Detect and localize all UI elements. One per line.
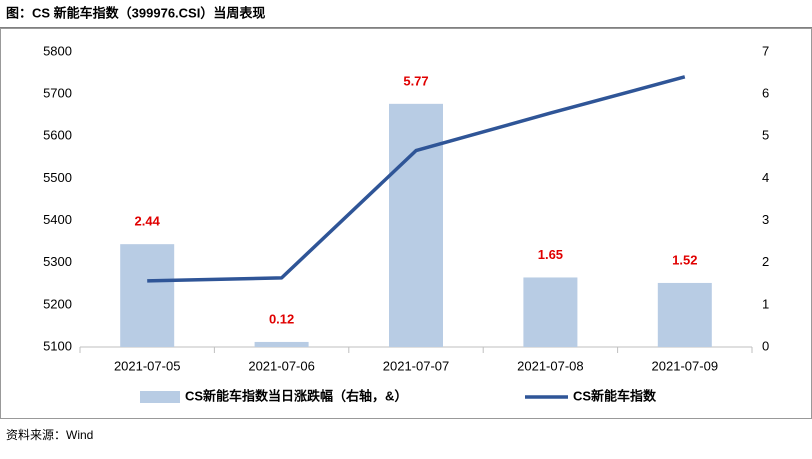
y-tick-label: 5700 [43, 86, 72, 101]
bar [120, 244, 175, 347]
bar [523, 277, 578, 347]
chart-title: 图：CS 新能车指数（399976.CSI）当周表现 [6, 5, 265, 20]
y-tick-label: 5600 [43, 128, 72, 143]
y-tick-label: 5300 [43, 254, 72, 269]
y-tick-label: 5400 [43, 212, 72, 227]
source: 资料来源：Wind [6, 428, 93, 442]
y2-tick-label: 2 [762, 254, 769, 269]
legend-label: CS新能车指数当日涨跌幅（右轴，&） [185, 388, 407, 403]
x-tick-label: 2021-07-09 [652, 358, 719, 373]
bar [657, 282, 712, 347]
y2-tick-label: 6 [762, 86, 769, 101]
x-tick-label: 2021-07-07 [383, 358, 450, 373]
data-label: 5.77 [403, 73, 428, 88]
x-tick-label: 2021-07-06 [248, 358, 315, 373]
y2-tick-label: 1 [762, 296, 769, 311]
bar [389, 103, 443, 347]
x-tick-label: 2021-07-08 [517, 358, 584, 373]
x-tick-label: 2021-07-05 [114, 358, 181, 373]
y2-tick-label: 4 [762, 170, 769, 185]
legend-swatch [140, 391, 180, 403]
data-label: 1.52 [672, 252, 697, 267]
y-tick-label: 5200 [43, 296, 72, 311]
y2-tick-label: 7 [762, 43, 769, 58]
data-label: 2.44 [135, 214, 161, 229]
data-label: 0.12 [269, 311, 294, 326]
legend-label: CS新能车指数 [573, 388, 657, 403]
y2-tick-label: 0 [762, 338, 769, 353]
line [147, 75, 686, 283]
y2-tick-label: 5 [762, 128, 769, 143]
data-label: 1.65 [538, 247, 563, 262]
y2-tick-label: 3 [762, 212, 769, 227]
y-tick-label: 5100 [43, 338, 72, 353]
y-tick-label: 5500 [43, 170, 72, 185]
bar [254, 341, 309, 347]
y-tick-label: 5800 [43, 43, 72, 58]
